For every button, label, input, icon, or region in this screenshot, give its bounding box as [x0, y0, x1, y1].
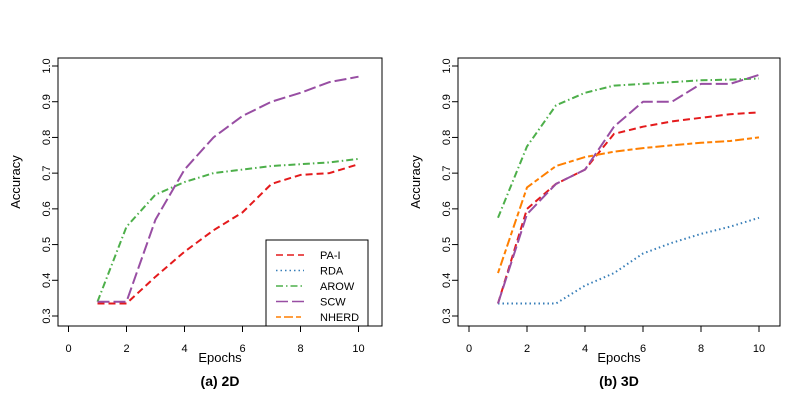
series-line-nherd: [497, 136, 760, 274]
y-tick-label: 0.8: [41, 130, 53, 145]
y-tick-label: 0.9: [441, 94, 453, 109]
y-tick-label: 0.7: [41, 165, 53, 180]
y-tick-label: 0.9: [41, 94, 53, 109]
series-line-arow: [497, 77, 760, 219]
x-tick-label: 2: [524, 343, 530, 355]
x-tick-label: 6: [640, 343, 646, 355]
series-line-scw: [97, 75, 359, 303]
legend-label: RDA: [320, 266, 344, 278]
x-tick-label: 8: [698, 343, 704, 355]
y-tick-label: 1.0: [41, 58, 53, 73]
chart-panel-2d: 0 2 4 6 8 10 0.3 0.4 0.5 0.6 0.7 0.8 0.9 1.0 Epochs Acc…: [8, 57, 383, 389]
x-tick-label: 8: [297, 343, 303, 355]
y-tick-label: 0.4: [441, 273, 453, 288]
chart-panel-3d: 0 2 4 6 8 10 0.3 0.4 0.5 0.6 0.7 0.8 0.9 1.0 Epochs Acc…: [408, 57, 781, 389]
x-axis-title: Epochs: [198, 350, 242, 365]
series-line-scw: [497, 73, 760, 304]
plot-frame: [457, 57, 781, 327]
y-axis-title: Accuracy: [8, 155, 23, 209]
x-tick-label: 4: [582, 343, 588, 355]
x-tick-label: 0: [65, 343, 71, 355]
x-tick-label: 10: [352, 343, 364, 355]
panel-title: (a) 2D: [201, 373, 240, 389]
series-line-arow: [96, 157, 359, 303]
x-tick-label: 10: [753, 343, 765, 355]
x-tick-label: 0: [466, 343, 472, 355]
y-tick-label: 0.8: [441, 130, 453, 145]
x-tick-label: 4: [181, 343, 187, 355]
y-axis-title: Accuracy: [408, 155, 423, 209]
y-tick-label: 1.0: [441, 58, 453, 73]
x-tick-label: 2: [123, 343, 129, 355]
legend-label: AROW: [320, 281, 355, 293]
x-axis-title: Epochs: [597, 350, 641, 365]
legend-label: SCW: [320, 297, 346, 309]
y-tick-label: 0.6: [441, 201, 453, 216]
legend-label: NHERD: [320, 312, 359, 324]
y-tick-label: 0.6: [41, 201, 53, 216]
legend: PA-I RDA AROW SCW NHERD: [265, 239, 369, 327]
legend-label: PA-I: [320, 250, 341, 262]
y-tick-label: 0.5: [41, 237, 53, 252]
plot-frame: [57, 57, 383, 327]
series-line-pa-i: [97, 163, 359, 305]
y-tick-label: 0.7: [441, 165, 453, 180]
x-tick-label: 6: [239, 343, 245, 355]
series-line-rda: [498, 216, 760, 305]
panel-title: (b) 3D: [599, 373, 639, 389]
y-tick-label: 0.5: [441, 237, 453, 252]
y-tick-label: 0.3: [441, 308, 453, 323]
y-tick-label: 0.4: [41, 273, 53, 288]
y-tick-label: 0.3: [41, 308, 53, 323]
